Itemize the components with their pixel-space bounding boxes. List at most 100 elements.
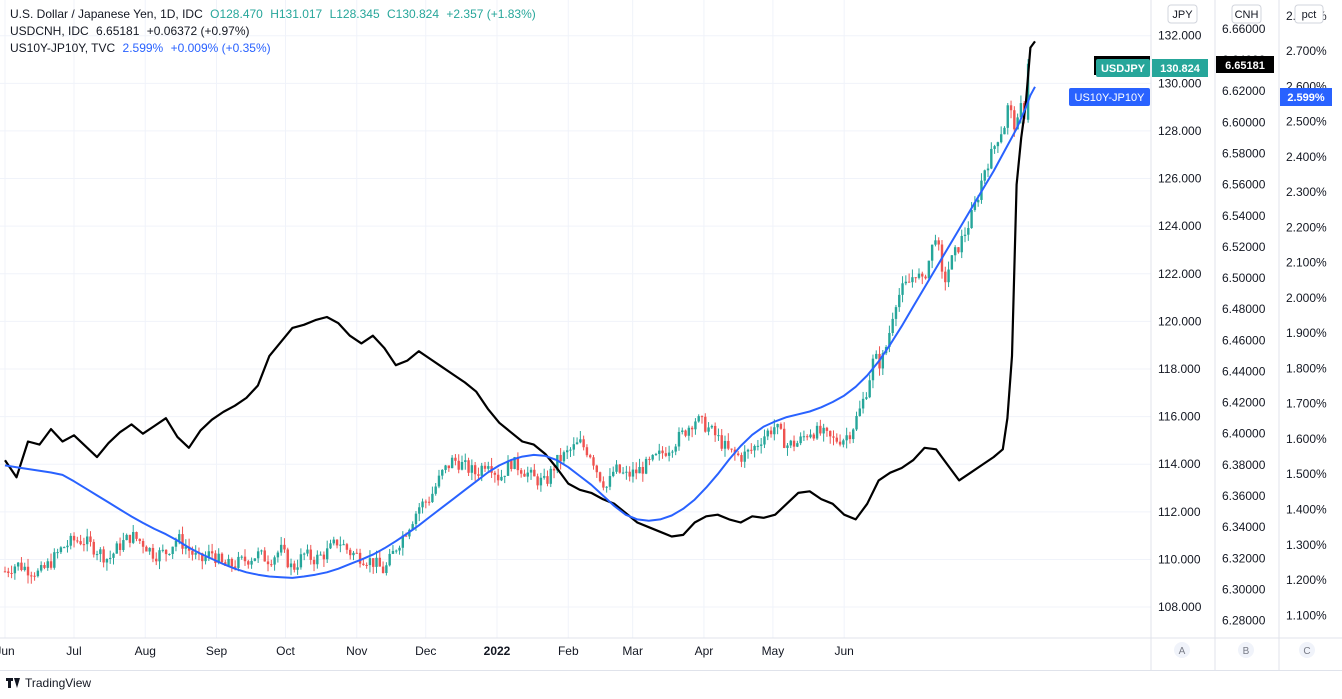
tradingview-brand-label: TradingView (25, 676, 92, 690)
cnh-tick-label: 6.56000 (1222, 178, 1266, 192)
usdjpy-candle-body (779, 423, 783, 429)
usdjpy-candle-body (148, 547, 151, 552)
pct-tick-label: 2.200% (1286, 220, 1327, 234)
usdjpy-candle-body (579, 439, 582, 443)
usdjpy-candle-body (917, 273, 921, 278)
scale-letter-a[interactable]: A (1174, 642, 1190, 658)
legend-row-spread[interactable]: US10Y-JP10Y, TVC 2.599% +0.009% (+0.35%) (10, 40, 540, 57)
usdcnh-line (4, 40, 1036, 538)
usdjpy-candle-body (861, 398, 865, 409)
usdjpy-candle-body (283, 544, 286, 550)
legend-usdcnh-value: 6.65181 (96, 24, 140, 38)
pct-tick-label: 1.200% (1286, 573, 1327, 587)
usdjpy-candle-body (513, 457, 516, 470)
scale-letter-b[interactable]: B (1238, 642, 1254, 658)
usdjpy-candle-body (450, 457, 454, 469)
usdjpy-candle-body (151, 547, 155, 559)
chart-canvas[interactable]: 132.000 130.000 128.000 126.000 124.000 122.0… (0, 0, 1342, 670)
usdjpy-candle-body (62, 547, 66, 549)
legend-spread-name: US10Y-JP10Y, TVC (10, 41, 116, 55)
usdjpy-candle-body (26, 566, 30, 576)
usdjpy-candle-body (615, 464, 618, 472)
usdjpy-candle-body (184, 546, 188, 549)
usdjpy-candle-body (112, 553, 115, 558)
legend-usdjpy-close: C130.824 (386, 7, 440, 21)
usdjpy-candle-body (891, 318, 894, 333)
jpy-axis[interactable]: 132.000 130.000 128.000 126.000 124.000 122.0… (1158, 29, 1202, 614)
usdjpy-candle-body (342, 544, 345, 546)
scale-letter-c[interactable]: C (1299, 642, 1315, 658)
x-tick-label: Oct (276, 644, 295, 658)
scale-letter-a-label: A (1179, 646, 1186, 657)
cnh-tick-label: 6.40000 (1222, 427, 1266, 441)
usdjpy-candle-body (30, 575, 33, 577)
usdjpy-candle-body (3, 571, 7, 573)
usdjpy-candle-body (802, 436, 806, 438)
usdjpy-candle-body (536, 476, 539, 486)
x-tick-label: Sep (206, 644, 228, 658)
usdjpy-candle-body (677, 431, 681, 447)
usdjpy-candle-body (204, 556, 207, 562)
scale-unit-a[interactable]: JPY (1167, 4, 1198, 24)
usdjpy-candle-body (263, 550, 266, 562)
cnh-axis[interactable]: 6.660006.640006.620006.600006.580006.560… (1222, 22, 1266, 628)
usdjpy-candle-body (651, 454, 654, 460)
usdjpy-candle-body (332, 539, 335, 544)
cnh-tick-label: 6.34000 (1222, 520, 1266, 534)
usdjpy-candle-body (717, 435, 720, 437)
usdjpy-candle-body (325, 548, 329, 560)
scale-unit-c[interactable]: pct (1294, 4, 1324, 24)
usdjpy-candle-body (766, 430, 769, 437)
cnh-tick-label: 6.46000 (1222, 333, 1266, 347)
usdjpy-candle-body (270, 564, 273, 566)
usdjpy-candle-body (953, 247, 957, 256)
usdjpy-candle-body (658, 450, 661, 454)
usdjpy-candle-body (214, 553, 217, 564)
usdjpy-candle-body (612, 471, 615, 477)
usdjpy-candle-body (635, 469, 638, 474)
usdjpy-candle-body (329, 543, 332, 549)
usdjpy-candle-body (704, 416, 707, 432)
usdjpy-candle-body (986, 168, 990, 171)
usdjpy-candle-body (786, 445, 789, 448)
usdjpy-candle-body (970, 210, 973, 229)
usdjpy-candle-body (566, 450, 569, 453)
usdjpy-candle-body (907, 281, 911, 283)
usdjpy-candle-body (319, 554, 322, 556)
legend-spread-value: 2.599% (122, 41, 164, 55)
usdjpy-candle-body (523, 473, 526, 477)
usdjpy-candle-body (155, 558, 158, 562)
usdjpy-candle-body (49, 561, 53, 568)
usdjpy-candle-body (519, 470, 523, 474)
usdjpy-candle-body (539, 477, 543, 486)
usdjpy-candle-body (401, 535, 405, 548)
usdjpy-candle-body (36, 570, 40, 577)
spread-tag-value: 2.599% (1287, 92, 1325, 104)
usdjpy-candle-body (470, 465, 474, 473)
usdjpy-candle-body (243, 556, 247, 562)
usdcnh-line-group (4, 40, 1036, 538)
usdjpy-candle-body (963, 234, 967, 236)
usdjpy-candle-body (431, 493, 434, 503)
scale-unit-b[interactable]: CNH (1231, 4, 1262, 24)
usdjpy-candle-body (822, 427, 825, 434)
usdjpy-candle-body (352, 552, 355, 556)
usdjpy-candle-body (23, 566, 26, 571)
legend-row-usdjpy[interactable]: U.S. Dollar / Japanese Yen, 1D, IDC O128… (10, 6, 540, 23)
legend-row-usdcnh[interactable]: USDCNH, IDC 6.65181 +0.06372 (+0.97%) (10, 23, 540, 40)
usdjpy-candle-body (1016, 117, 1019, 130)
usdjpy-candle-body (276, 552, 280, 558)
usdjpy-candle-body (687, 427, 691, 436)
usdjpy-candle-body (533, 469, 536, 477)
usdjpy-candle-body (480, 465, 483, 476)
usdjpy-candle-body (457, 460, 460, 470)
tradingview-logo[interactable]: TradingView (6, 676, 91, 690)
usdjpy-candle-body (625, 471, 628, 473)
time-axis[interactable]: Jun Jul Aug Sep Oct Nov Dec 2022 Feb Mar Apr May Jun (0, 644, 854, 658)
pct-tick-label: 1.800% (1286, 361, 1327, 375)
usdjpy-candle-body (944, 271, 947, 283)
usdjpy-candle-body (763, 436, 766, 445)
usdjpy-candle-body (957, 247, 960, 253)
cnh-tick-label: 6.54000 (1222, 209, 1266, 223)
usdjpy-candle-body (930, 244, 934, 261)
